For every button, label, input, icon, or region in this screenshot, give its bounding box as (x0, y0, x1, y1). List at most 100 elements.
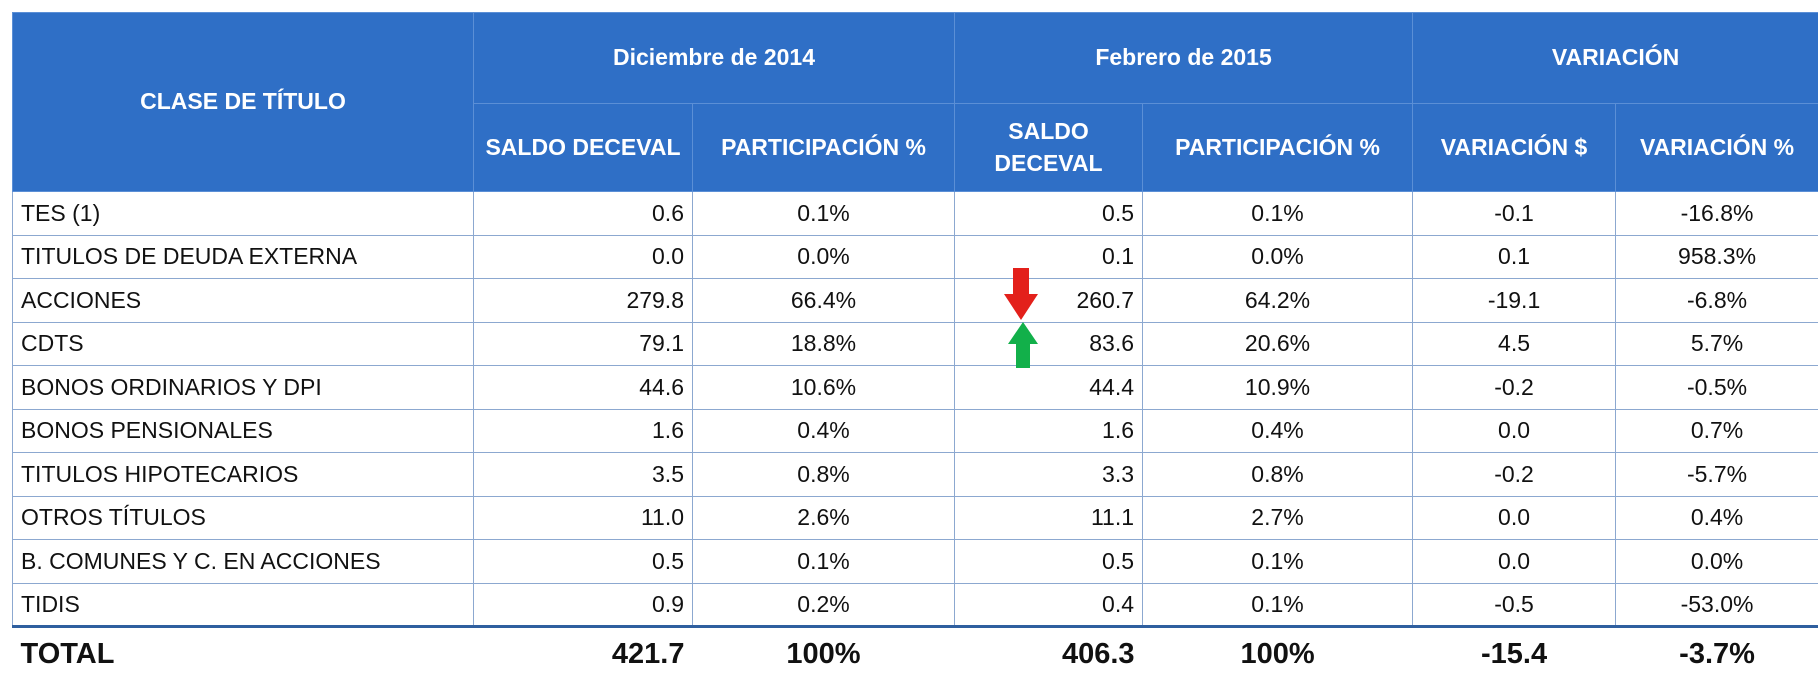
sub-header: PARTICIPACIÓN % (1142, 103, 1414, 192)
table-cell: 1.6 (954, 408, 1144, 453)
table-cell: 0.8% (1142, 452, 1414, 497)
table-cell: OTROS TÍTULOS (12, 495, 474, 540)
table-cell: 79.1 (473, 321, 693, 366)
up-arrow-icon (1008, 322, 1038, 368)
table-cell: 11.0 (473, 495, 693, 540)
table-cell: 0.1 (954, 234, 1144, 279)
table-cell: 0.4% (1615, 495, 1818, 540)
header-row: CLASE DE TÍTULO Diciembre de 2014 Febrero … (12, 12, 1818, 192)
balance-table: CLASE DE TÍTULO Diciembre de 2014 Febrero … (12, 12, 1818, 678)
table-cell: 0.0 (1412, 408, 1617, 453)
sub-header: SALDO DECEVAL (473, 103, 693, 192)
table-cell: 11.1 (954, 495, 1144, 540)
table-cell: 0.1% (691, 539, 956, 584)
table-row: CDTS 79.1 18.8% 83.6 20.6% 4.5 5.7% (12, 321, 1818, 366)
sub-header: VARIACIÓN % (1615, 103, 1818, 192)
table-cell: 1.6 (473, 408, 693, 453)
header-cell: CLASE DE TÍTULO (12, 12, 474, 192)
table-cell: 0.0% (691, 234, 956, 279)
table-cell: -5.7% (1615, 452, 1818, 497)
table-cell: TIDIS (12, 582, 474, 627)
down-arrow-icon (1004, 268, 1038, 320)
table-cell: 0.1 (1412, 234, 1617, 279)
table-cell: 18.8% (691, 321, 956, 366)
table-cell: 0.1% (1142, 582, 1414, 627)
table-cell: 260.7 (954, 278, 1144, 323)
table-cell: 3.3 (954, 452, 1144, 497)
table-cell: 0.0 (1412, 495, 1617, 540)
table-row: ACCIONES 279.8 66.4% 260.7 64.2% -19.1 -6.8% (12, 278, 1818, 323)
total-cell: 100% (1142, 625, 1413, 678)
sub-header: VARIACIÓN $ (1412, 103, 1617, 192)
table-cell: -0.2 (1412, 452, 1617, 497)
table-cell: 0.1% (691, 191, 956, 236)
table-cell: -19.1 (1412, 278, 1617, 323)
table-cell: 66.4% (691, 278, 956, 323)
table-cell: 0.7% (1615, 408, 1818, 453)
table-cell: ACCIONES (12, 278, 474, 323)
table-cell: 0.0% (1615, 539, 1818, 584)
total-cell: -15.4 (1412, 625, 1616, 678)
table-cell: -53.0% (1615, 582, 1818, 627)
down-arrow (1004, 268, 1038, 320)
table-cell: 0.8% (691, 452, 956, 497)
total-cell: TOTAL (12, 625, 474, 678)
table-cell: 958.3% (1615, 234, 1818, 279)
total-row: TOTAL 421.7 100% 406.3 100% -15.4 -3.7% (12, 625, 1818, 678)
table-cell: TITULOS DE DEUDA EXTERNA (12, 234, 474, 279)
table-row: TITULOS HIPOTECARIOS 3.5 0.8% 3.3 0.8% -0.2 -5… (12, 452, 1818, 497)
table-row: BONOS PENSIONALES 1.6 0.4% 1.6 0.4% 0.0 0.7% (12, 408, 1818, 453)
table-body: TES (1) 0.6 0.1% 0.5 0.1% -0.1 -16.8% TITULOS D… (12, 191, 1818, 678)
up-arrow (1008, 322, 1038, 368)
table-cell: 0.5 (473, 539, 693, 584)
table-cell: CDTS (12, 321, 474, 366)
sub-header: PARTICIPACIÓN % (691, 103, 956, 192)
table-cell: 4.5 (1412, 321, 1617, 366)
total-cell: 100% (692, 625, 955, 678)
table-cell: 0.5 (954, 539, 1144, 584)
table-cell: 0.0% (1142, 234, 1414, 279)
table-cell: 2.6% (691, 495, 956, 540)
table-row: OTROS TÍTULOS 11.0 2.6% 11.1 2.7% 0.0 0.4% (12, 495, 1818, 540)
sub-header: SALDO DECEVAL (954, 103, 1144, 192)
table-cell: 0.4% (1142, 408, 1414, 453)
table-cell: 64.2% (1142, 278, 1414, 323)
table-cell: -0.2 (1412, 365, 1617, 410)
table-cell: 0.6 (473, 191, 693, 236)
table-header: CLASE DE TÍTULO Diciembre de 2014 Febrero … (12, 12, 1818, 192)
table-row: TES (1) 0.6 0.1% 0.5 0.1% -0.1 -16.8% (12, 191, 1818, 236)
table-row: BONOS ORDINARIOS Y DPI 44.6 10.6% 44.4 10.9%… (12, 365, 1818, 410)
total-cell: -3.7% (1615, 625, 1818, 678)
table-cell: -0.5 (1412, 582, 1617, 627)
table-cell: -0.1 (1412, 191, 1617, 236)
table-cell: -6.8% (1615, 278, 1818, 323)
table-cell: 0.0 (473, 234, 693, 279)
table-cell: 0.0 (1412, 539, 1617, 584)
table-cell: 20.6% (1142, 321, 1414, 366)
table-row: TITULOS DE DEUDA EXTERNA 0.0 0.0% 0.1 0.0% 0.… (12, 234, 1818, 279)
table-cell: 44.4 (954, 365, 1144, 410)
table-cell: -0.5% (1615, 365, 1818, 410)
table-cell: 0.5 (954, 191, 1144, 236)
table-row: B. COMUNES Y C. EN ACCIONES 0.5 0.1% 0.5 0.1… (12, 539, 1818, 584)
table-cell: 3.5 (473, 452, 693, 497)
table-cell: B. COMUNES Y C. EN ACCIONES (12, 539, 474, 584)
header-row: SALDO DECEVAL PARTICIPACIÓN % SALDO DECEVA… (13, 103, 1818, 192)
table-cell: 5.7% (1615, 321, 1818, 366)
total-cell: 406.3 (954, 625, 1143, 678)
table-cell: 0.1% (1142, 191, 1414, 236)
table-cell: 44.6 (473, 365, 693, 410)
table-cell: 0.1% (1142, 539, 1414, 584)
table-cell: 10.6% (691, 365, 956, 410)
table-cell: BONOS PENSIONALES (12, 408, 474, 453)
group-header: Febrero de 2015 (954, 12, 1414, 104)
table-cell: BONOS ORDINARIOS Y DPI (12, 365, 474, 410)
table-cell: TES (1) (12, 191, 474, 236)
table-cell: -16.8% (1615, 191, 1818, 236)
table-cell: 0.4% (691, 408, 956, 453)
table-cell: 0.2% (691, 582, 956, 627)
group-header: Diciembre de 2014 (472, 12, 956, 104)
table-cell: 279.8 (473, 278, 693, 323)
table-cell: TITULOS HIPOTECARIOS (12, 452, 474, 497)
